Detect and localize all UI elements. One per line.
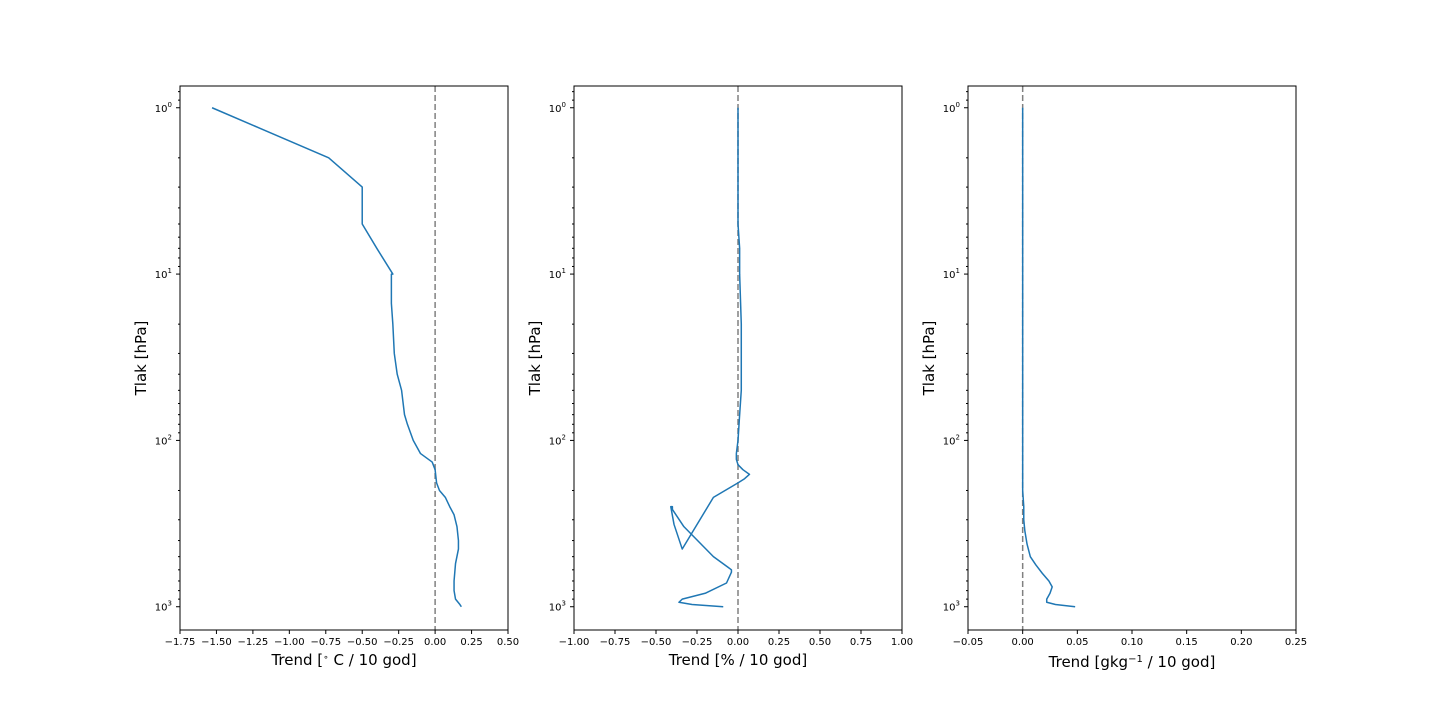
- x-tick-label: −0.50: [641, 637, 672, 648]
- x-tick-label: −1.50: [201, 637, 232, 648]
- x-tick-label: −1.75: [165, 637, 196, 648]
- x-tick-label: −0.75: [600, 637, 631, 648]
- x-tick-label: 0.20: [1230, 637, 1252, 648]
- x-tick-label: 0.00: [727, 637, 749, 648]
- plot-frame: [179, 85, 509, 631]
- specific-humidity-panel-ylabel: Tlak [hPa]: [920, 321, 938, 397]
- x-tick-label: −1.00: [274, 637, 305, 648]
- x-tick-label: −0.50: [347, 637, 378, 648]
- x-tick-label: −0.25: [383, 637, 414, 648]
- y-tick-label: 101: [549, 267, 566, 281]
- specific-humidity-panel-xlabel: Trend [gkg−1 / 10 god]: [1048, 653, 1216, 671]
- y-tick-label: 103: [943, 600, 960, 614]
- y-tick-label: 102: [155, 433, 172, 447]
- temperature-panel-ylabel: Tlak [hPa]: [132, 321, 150, 397]
- y-tick-label: 103: [155, 600, 172, 614]
- x-tick-label: 0.00: [424, 637, 446, 648]
- y-tick-label: 101: [943, 267, 960, 281]
- humidity-panel-xlabel: Trend [% / 10 god]: [668, 651, 807, 669]
- x-tick-label: 0.75: [850, 637, 872, 648]
- temperature-panel-xlabel: Trend [∘ C / 10 god]: [270, 651, 416, 669]
- y-tick-label: 102: [549, 433, 566, 447]
- x-tick-label: 1.00: [891, 637, 913, 648]
- x-tick-label: −1.25: [238, 637, 269, 648]
- x-tick-label: 0.00: [1012, 637, 1034, 648]
- x-tick-label: 0.50: [497, 637, 519, 648]
- y-tick-label: 103: [549, 600, 566, 614]
- x-tick-label: 0.05: [1066, 637, 1088, 648]
- x-tick-label: 0.25: [1285, 637, 1307, 648]
- y-tick-label: 101: [155, 267, 172, 281]
- x-tick-label: 0.15: [1176, 637, 1198, 648]
- x-tick-label: 0.25: [460, 637, 482, 648]
- x-tick-label: −0.05: [953, 637, 984, 648]
- x-tick-label: −0.25: [682, 637, 713, 648]
- temperature-trend-panel: Trend [∘ C / 10 god] Tlak [hPa] −1.75 −1.…: [132, 85, 519, 669]
- y-tick-label: 100: [549, 101, 566, 115]
- trend-profile-line: [1021, 107, 1076, 608]
- x-tick-label: −0.75: [310, 637, 341, 648]
- trend-profile-line: [670, 107, 751, 608]
- specific-humidity-trend-panel: Trend [gkg−1 / 10 god] Tlak [hPa] −0.05 0…: [920, 85, 1307, 671]
- trend-profile-line: [211, 107, 462, 608]
- x-tick-label: −1.00: [559, 637, 590, 648]
- x-tick-label: 0.10: [1121, 637, 1143, 648]
- x-tick-label: 0.25: [768, 637, 790, 648]
- y-tick-label: 100: [155, 101, 172, 115]
- y-tick-label: 100: [943, 101, 960, 115]
- y-tick-label: 102: [943, 433, 960, 447]
- humidity-panel-ylabel: Tlak [hPa]: [526, 321, 544, 397]
- relative-humidity-trend-panel: Trend [% / 10 god] Tlak [hPa] −1.00 −0.75…: [526, 85, 913, 669]
- x-tick-label: 0.50: [809, 637, 831, 648]
